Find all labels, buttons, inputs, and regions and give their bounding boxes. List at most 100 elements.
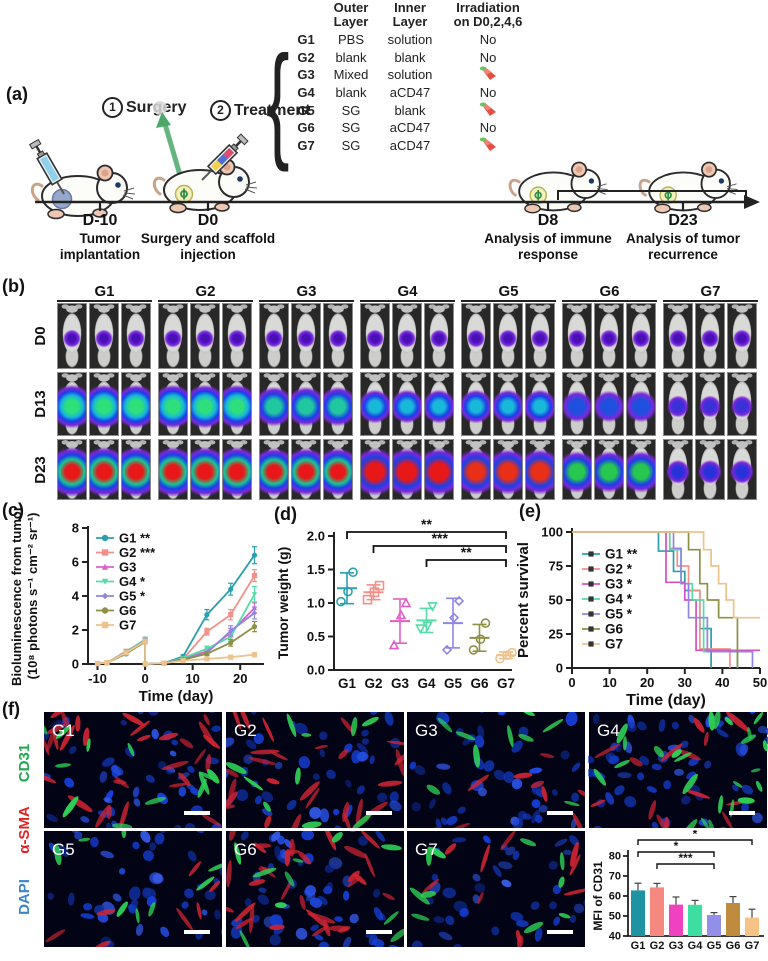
svg-text:G2: G2 [650, 940, 665, 952]
svg-text:G6: G6 [726, 940, 741, 952]
treatment-brace: { [266, 30, 290, 173]
mouse-image-G7-D0-3 [727, 303, 757, 369]
group-header-G7: G7 [700, 283, 721, 300]
mouse-image-G2-D0-1 [158, 303, 188, 369]
svg-text:**: ** [421, 516, 432, 532]
group-underline [663, 300, 758, 302]
svg-text:6: 6 [72, 555, 79, 570]
svg-text:G3: G3 [391, 676, 410, 691]
svg-text:75: 75 [549, 559, 563, 574]
mouse-image-G3-D0-3 [323, 303, 353, 369]
svg-text:0: 0 [556, 661, 563, 676]
mouse-image-G4-D0-3 [424, 303, 454, 369]
svg-text:G2 ***: G2 *** [119, 545, 156, 560]
mouse-image-G2-D13-2 [190, 372, 220, 436]
mouse-image-G7-D13-1 [663, 372, 693, 436]
table-outer-G2: blank [335, 49, 367, 65]
svg-text:G7: G7 [119, 618, 136, 633]
svg-text:G1 **: G1 ** [119, 531, 151, 546]
bioluminescence-line-chart: Bioluminescence from tumor (10⁸ photons s… [8, 498, 272, 715]
svg-text:80: 80 [609, 851, 621, 863]
svg-text:Tumor weight (g): Tumor weight (g) [275, 547, 291, 660]
timepoint-label-D23: D23 [32, 455, 49, 484]
if-image-svg-G4: G4 [421, 633, 768, 937]
table-group-G6: G6 [297, 120, 315, 136]
timeline-day-3: D23 [668, 212, 698, 229]
timeline-day-1: D0 [197, 212, 219, 229]
svg-text:G2 *: G2 * [605, 562, 633, 577]
svg-text:40: 40 [609, 931, 621, 943]
if-image-svg-G7: G7 [260, 739, 698, 961]
svg-text:8: 8 [72, 521, 79, 536]
mouse-image-G5-D0-3 [525, 303, 555, 369]
laser-icon [479, 137, 496, 151]
mouse-image-G5-D23-3 [525, 439, 555, 500]
svg-text:0.0: 0.0 [307, 663, 325, 678]
table-outer-G1: PBS [337, 32, 364, 48]
mouse-image-G5-D13-1 [461, 372, 491, 436]
mouse-image-G5-D13-2 [493, 372, 523, 436]
group-header-G6: G6 [599, 283, 620, 300]
timeline-caption-3: Analysis of tumor recurrence [625, 231, 741, 262]
table-irradiation-G3 [442, 66, 534, 84]
table-irradiation-G6: No [479, 120, 497, 136]
mouse-image-G4-D13-2 [392, 372, 422, 436]
svg-text:50: 50 [609, 911, 621, 923]
svg-text:-10: -10 [88, 671, 107, 686]
svg-text:G6: G6 [605, 622, 624, 637]
svg-text:***: *** [678, 851, 692, 865]
table-inner-G7: aCD47 [389, 137, 431, 153]
svg-text:60: 60 [609, 891, 621, 903]
svg-text:Percent survival: Percent survival [516, 542, 532, 658]
svg-text:G4 *: G4 * [119, 574, 146, 589]
scale-bar [184, 811, 210, 815]
svg-text:10: 10 [185, 671, 199, 686]
mouse-surgery-treatment-icon [118, 92, 270, 214]
svg-text:G2: G2 [234, 721, 257, 740]
svg-text:20: 20 [233, 671, 247, 686]
svg-text:Bioluminescence from tumor: Bioluminescence from tumor [9, 506, 24, 686]
mouse-image-G2-D23-3 [222, 439, 252, 500]
mouse-image-G4-D0-1 [360, 303, 390, 369]
mouse-image-G4-D13-3 [424, 372, 454, 436]
laser-icon [479, 66, 496, 81]
timeline-arrow [35, 190, 760, 211]
mouse-image-G6-D0-3 [626, 303, 656, 369]
scale-bar [547, 930, 573, 934]
svg-text:G4: G4 [597, 721, 620, 740]
svg-text:70: 70 [609, 871, 621, 883]
panel-f-label: (f) [2, 699, 20, 719]
mouse-image-G2-D0-3 [222, 303, 252, 369]
mouse-image-G3-D23-1 [259, 439, 289, 500]
mouse-image-G7-D23-1 [663, 439, 693, 500]
if-image-G7: G7 [260, 739, 698, 961]
svg-text:0: 0 [72, 657, 79, 672]
mouse-image-G5-D13-3 [525, 372, 555, 436]
mouse-image-G5-D23-2 [493, 439, 523, 500]
if-image-G6: G6 [91, 711, 497, 961]
if-image-svg-G3: G3 [321, 623, 720, 961]
chart-e-svg: Percent survival 0 25 50 75 100 0 10 20 30 40 50 Tim… [515, 525, 767, 710]
svg-text:30: 30 [678, 675, 692, 690]
mouse-image-G6-D0-2 [594, 303, 624, 369]
table-group-G5: G5 [297, 102, 315, 118]
if-image-svg-G1: G1 [0, 562, 297, 961]
svg-text:G1 **: G1 ** [605, 547, 638, 562]
svg-text:G3: G3 [119, 560, 136, 575]
svg-text:50: 50 [753, 675, 767, 690]
svg-text:G6: G6 [119, 603, 136, 618]
svg-text:(10⁸ photons s⁻¹ cm⁻² sr⁻¹): (10⁸ photons s⁻¹ cm⁻² sr⁻¹) [25, 513, 40, 680]
panel-b-label: (b) [2, 276, 25, 296]
svg-text:G2: G2 [364, 676, 382, 691]
scale-bar [366, 930, 392, 934]
svg-text:G4: G4 [417, 676, 436, 691]
mouse-image-G1-D0-2 [89, 303, 119, 369]
mouse-image-G1-D0-1 [57, 303, 87, 369]
table-header-outer: Outer Layer [333, 0, 369, 29]
svg-text:25: 25 [549, 627, 563, 642]
mouse-image-G1-D0-3 [121, 303, 151, 369]
group-header-G2: G2 [195, 283, 216, 300]
panel-a-label: (a) [6, 84, 28, 104]
timeline-day-0: D-10 [82, 212, 118, 229]
mouse-image-G6-D23-1 [562, 439, 592, 500]
